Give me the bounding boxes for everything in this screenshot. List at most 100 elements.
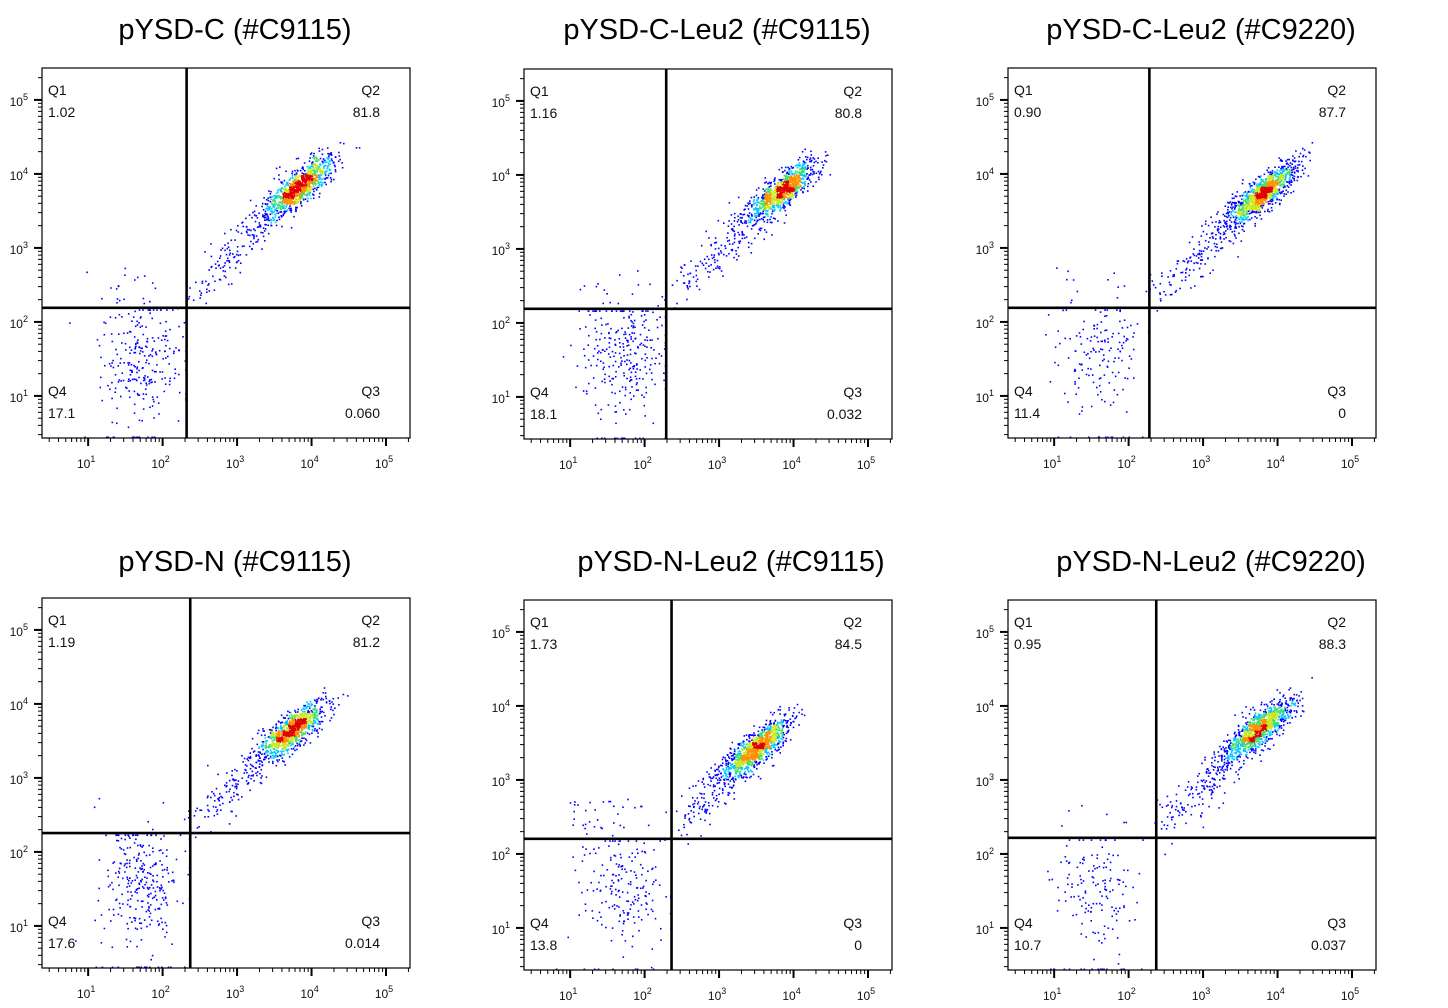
event-point <box>303 162 306 164</box>
event-point <box>178 373 180 376</box>
event-point <box>661 296 664 298</box>
event-point <box>640 315 643 317</box>
event-point <box>1265 200 1267 203</box>
event-point <box>1088 357 1091 360</box>
event-point <box>623 349 625 351</box>
event-point <box>287 191 290 193</box>
event-point <box>1245 208 1248 211</box>
event-point <box>148 355 150 357</box>
event-point <box>206 291 208 293</box>
event-point <box>640 342 643 345</box>
event-point <box>766 205 768 207</box>
event-point <box>756 215 758 217</box>
event-point <box>200 294 202 296</box>
event-point <box>1272 185 1275 188</box>
event-point <box>1296 179 1299 182</box>
event-point <box>1133 377 1135 379</box>
event-point <box>798 172 800 174</box>
event-point <box>789 184 791 187</box>
event-point <box>137 871 140 873</box>
event-point <box>284 717 286 719</box>
event-point <box>736 220 739 223</box>
event-point <box>1210 249 1213 252</box>
event-point <box>821 173 823 176</box>
event-point <box>153 340 156 342</box>
event-point <box>301 178 303 180</box>
event-point <box>125 386 127 389</box>
event-point <box>116 407 118 410</box>
event-point <box>781 200 784 203</box>
event-point <box>1274 180 1276 183</box>
event-point <box>768 195 771 197</box>
event-point <box>1107 337 1109 340</box>
event-point <box>290 189 293 191</box>
event-point <box>761 202 764 205</box>
event-point <box>293 190 295 193</box>
event-point <box>1271 173 1273 176</box>
event-point <box>628 333 631 336</box>
event-point <box>663 379 665 382</box>
event-point <box>696 285 698 287</box>
event-point <box>1289 168 1291 171</box>
event-point <box>644 339 646 341</box>
event-point <box>298 184 301 187</box>
event-point <box>1261 179 1263 182</box>
event-point <box>1121 327 1124 329</box>
event-point <box>627 341 629 343</box>
event-point <box>1240 213 1242 216</box>
event-point <box>1255 185 1258 187</box>
event-point <box>800 170 803 172</box>
event-point <box>277 206 279 208</box>
event-point <box>618 338 621 340</box>
event-point <box>228 260 230 262</box>
event-point <box>1107 279 1109 281</box>
event-point <box>1242 211 1245 213</box>
event-point <box>1243 230 1245 232</box>
event-point <box>1201 259 1204 261</box>
event-point <box>812 165 815 167</box>
event-point <box>290 194 293 196</box>
event-point <box>264 214 267 216</box>
event-point <box>751 218 753 221</box>
event-point <box>274 204 276 207</box>
event-point <box>269 213 272 216</box>
event-point <box>327 164 329 167</box>
event-point <box>1242 201 1244 203</box>
event-point <box>216 813 219 815</box>
event-point <box>292 180 295 182</box>
event-point <box>652 311 654 314</box>
event-point <box>310 177 313 180</box>
event-point <box>168 383 171 386</box>
event-point <box>637 270 639 272</box>
event-point <box>308 182 311 184</box>
event-point <box>297 201 300 203</box>
event-point <box>792 193 794 196</box>
event-point <box>755 209 758 211</box>
event-point <box>299 182 302 185</box>
event-point <box>1282 174 1284 176</box>
event-point <box>216 260 219 263</box>
event-point <box>122 379 125 382</box>
event-point <box>1281 192 1283 194</box>
event-point <box>774 190 777 192</box>
event-point <box>1262 202 1264 204</box>
event-point <box>127 362 129 364</box>
event-point <box>126 332 129 334</box>
event-point <box>293 192 295 194</box>
event-point <box>1234 204 1237 207</box>
event-point <box>1243 209 1246 212</box>
event-point <box>134 279 136 281</box>
event-point <box>252 243 255 245</box>
event-point <box>309 167 312 169</box>
event-point <box>1096 327 1098 330</box>
event-point <box>824 159 826 162</box>
scatter-plot: Q11.19Q281.2Q30.014Q417.6101101102102103… <box>10 597 411 1001</box>
event-point <box>120 380 122 382</box>
event-point <box>284 185 286 188</box>
event-point <box>337 160 340 163</box>
event-point <box>800 174 802 176</box>
event-point <box>602 368 604 370</box>
event-point <box>1124 377 1126 379</box>
event-point <box>600 418 602 421</box>
event-point <box>296 176 299 178</box>
